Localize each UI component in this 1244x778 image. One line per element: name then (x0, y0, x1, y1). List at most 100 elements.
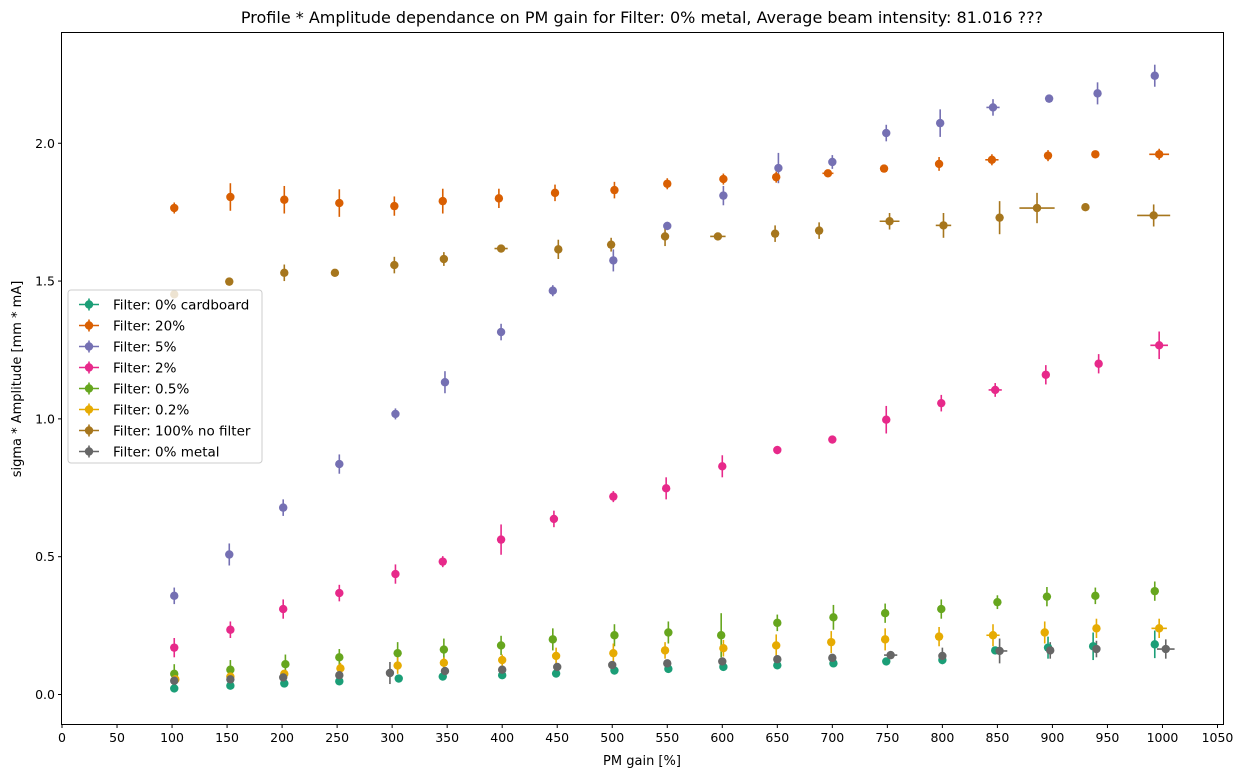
data-point (664, 628, 673, 637)
data-point (1150, 586, 1159, 596)
data-point (823, 169, 833, 178)
data-point (773, 661, 782, 670)
x-tick-label: 550 (655, 730, 679, 745)
legend-entry: Filter: 0.5% (113, 382, 190, 398)
legend-entry: Filter: 20% (113, 319, 185, 335)
data-point (548, 286, 558, 295)
data-point (390, 201, 399, 211)
data-point (330, 268, 340, 277)
data-point (988, 631, 998, 640)
data-point (880, 608, 890, 618)
data-point (995, 213, 1004, 222)
data-point (554, 245, 563, 254)
data-point (1150, 71, 1159, 80)
data-point (278, 673, 288, 682)
data-point (335, 588, 344, 598)
legend-marker (84, 405, 94, 414)
data-point (226, 675, 235, 684)
data-point (170, 591, 179, 601)
y-axis-label: sigma * Amplitude [mm * mA] (10, 281, 25, 478)
data-point (438, 196, 447, 206)
legend-marker (84, 342, 94, 351)
data-point (226, 665, 235, 674)
data-point (390, 260, 399, 270)
data-point (1094, 359, 1103, 368)
data-point (882, 657, 891, 666)
data-point (610, 185, 619, 195)
legend-entry: Filter: 2% (113, 361, 177, 377)
data-point (278, 503, 288, 512)
data-point (439, 254, 449, 264)
data-point (226, 625, 235, 634)
legend-frame (67, 289, 263, 464)
data-point (226, 192, 235, 202)
data-point (1161, 644, 1170, 654)
data-point (496, 327, 506, 337)
x-axis-ticks: 0 50 100 150 200 250 300 350 400 450 500 550 600 650 7… (58, 724, 1233, 745)
legend-marker (84, 426, 94, 435)
data-point (496, 535, 506, 544)
data-point (278, 604, 288, 614)
data-point (551, 651, 561, 661)
data-point (880, 635, 890, 644)
x-tick-label: 300 (380, 730, 404, 745)
data-point (770, 229, 780, 238)
data-point (393, 661, 402, 670)
data-point (993, 597, 1002, 607)
legend-marker (84, 363, 94, 372)
data-point (1091, 150, 1100, 159)
x-tick-label: 50 (109, 730, 125, 745)
data-point (719, 644, 728, 653)
y-tick-label: 1.0 (35, 411, 55, 426)
data-point (1092, 624, 1101, 633)
legend-entry: Filter: 0% metal (113, 445, 220, 461)
data-point (170, 684, 179, 693)
data-point (1081, 202, 1090, 212)
data-point (1042, 592, 1052, 601)
legend-marker (84, 384, 94, 393)
data-point (1041, 370, 1051, 379)
data-point (335, 677, 344, 686)
x-tick-label: 100 (160, 730, 184, 745)
y-tick-label: 2.0 (35, 136, 55, 151)
data-points (170, 71, 1170, 693)
legend-entry: Filter: 100% no filter (113, 424, 251, 440)
data-point (1149, 211, 1158, 220)
data-point (280, 268, 289, 277)
data-point (609, 648, 618, 658)
x-tick-label: 900 (1040, 730, 1064, 745)
data-point (1154, 624, 1164, 633)
data-point (1044, 94, 1054, 103)
plot-frame (61, 32, 1224, 725)
data-point (551, 669, 561, 678)
data-point (828, 435, 837, 444)
data-point (1150, 640, 1159, 649)
data-point (496, 641, 506, 650)
data-point (719, 174, 728, 184)
data-point (935, 118, 945, 128)
y-axis-ticks: 0.0 0.5 1.0 1.5 2.0 (35, 136, 62, 702)
data-point (660, 232, 670, 241)
data-point (885, 217, 894, 226)
data-point (440, 666, 450, 676)
x-tick-label: 400 (490, 730, 514, 745)
legend-marker (84, 321, 94, 330)
data-point (1092, 644, 1101, 654)
data-point (609, 492, 618, 501)
data-point (391, 569, 400, 579)
legend-marker (84, 447, 94, 456)
data-point (719, 191, 728, 200)
data-point (439, 658, 449, 668)
data-point (606, 240, 616, 249)
data-point (814, 226, 824, 235)
data-point (938, 651, 947, 661)
data-point (439, 645, 449, 654)
data-point (393, 648, 402, 658)
data-point (497, 655, 507, 665)
x-tick-label: 800 (930, 730, 954, 745)
data-point (934, 632, 944, 641)
data-point (170, 643, 179, 652)
data-point (225, 550, 234, 559)
data-point (713, 232, 723, 241)
